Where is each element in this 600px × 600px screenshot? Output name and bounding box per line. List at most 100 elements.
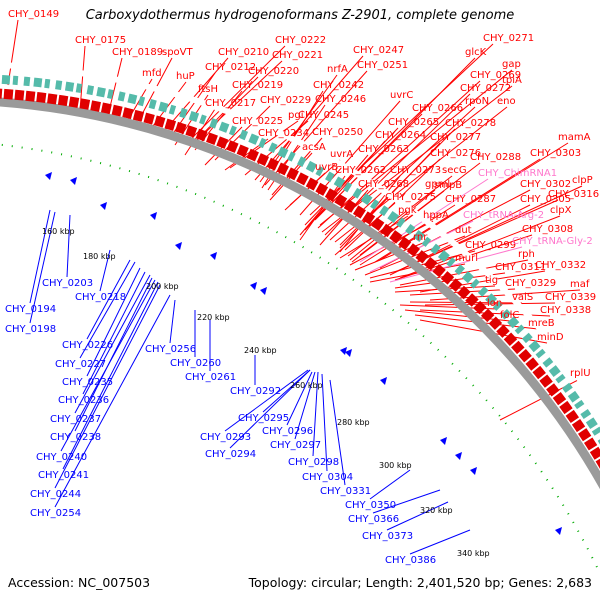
gene-label[interactable]: rph (518, 249, 535, 260)
gene-label[interactable]: uvrA (330, 149, 353, 160)
gene-label[interactable]: CHY_0305 (520, 194, 571, 205)
gene-label[interactable]: clpP (572, 175, 593, 186)
gene-label[interactable]: glcK (465, 47, 487, 58)
gene-label[interactable]: CHY_0225 (232, 116, 283, 127)
gene-label[interactable]: CHY_0296 (262, 426, 313, 437)
gene-label[interactable]: CHY_0250 (312, 127, 363, 138)
gene-label[interactable]: CHY_0245 (298, 110, 349, 121)
gene-label[interactable]: CHY_0149 (8, 9, 59, 20)
gene-label[interactable]: tig (485, 275, 498, 286)
gene-label[interactable]: folC (500, 310, 519, 321)
gene-label[interactable]: CHY_0303 (530, 148, 581, 159)
gene-label[interactable]: CHY_0212 (205, 62, 256, 73)
gene-label[interactable]: CHY_0316 (548, 189, 599, 200)
gene-label[interactable]: CHY_0308 (522, 224, 573, 235)
gene-label[interactable]: CHY_0299 (465, 240, 516, 251)
gene-label[interactable]: CHY_0175 (75, 35, 126, 46)
gene-label[interactable]: rplU (570, 368, 591, 379)
gene-label[interactable]: nrfA (327, 64, 348, 75)
gene-label[interactable]: rpoN (465, 96, 489, 107)
gene-label[interactable]: CHY_0295 (238, 413, 289, 424)
gene-label[interactable]: secG (442, 165, 467, 176)
gene-label[interactable]: CHY_0256 (145, 344, 196, 355)
gene-label[interactable]: CHY_0260 (170, 358, 221, 369)
gene-label[interactable]: CHY_0304 (302, 472, 353, 483)
gene-label[interactable]: maf (570, 279, 590, 290)
gene-label[interactable]: rnr (413, 232, 428, 243)
gene-label[interactable]: smpB (434, 180, 462, 191)
gene-label[interactable]: CHY_0262 (335, 165, 386, 176)
gene-label[interactable]: CHY_0273 (390, 165, 441, 176)
gene-label[interactable]: CHY_0373 (362, 531, 413, 542)
gene-label[interactable]: lon (487, 298, 502, 309)
gene-label[interactable]: CHY_0244 (30, 489, 81, 500)
gene-label[interactable]: gpml (425, 179, 450, 190)
gene-label[interactable]: CHY_0219 (232, 80, 283, 91)
gene-label[interactable]: CHY_0247 (353, 45, 404, 56)
gene-label[interactable]: CHY_0297 (270, 440, 321, 451)
gene-label[interactable]: CHY_0234 (258, 128, 309, 139)
gene-label[interactable]: CHY_0269 (470, 70, 521, 81)
gene-label[interactable]: mfd (142, 68, 162, 79)
gene-label[interactable]: CHY_0264 (375, 130, 426, 141)
gene-label[interactable]: CHY_0350 (345, 500, 396, 511)
gene-label[interactable]: CHY_0246 (315, 94, 366, 105)
gene-label[interactable]: huP (176, 71, 195, 82)
gene-label[interactable]: CHY_0210 (218, 47, 269, 58)
gene-label[interactable]: CHY_0287 (445, 194, 496, 205)
gene-label[interactable]: CHY_0226 (62, 340, 113, 351)
gene-label[interactable]: CHY_0332 (535, 260, 586, 271)
gene-label[interactable]: CHY_0227 (55, 359, 106, 370)
gene-label[interactable]: CHY_0241 (38, 470, 89, 481)
gene-label[interactable]: CHY_0272 (460, 83, 511, 94)
gene-label[interactable]: CHY_0218 (75, 292, 126, 303)
gene-label[interactable]: uvrB (315, 162, 338, 173)
gene-label[interactable]: CHY_0278 (445, 118, 496, 129)
gene-label[interactable]: CHY_0229 (260, 95, 311, 106)
gene-label[interactable]: CHY_0329 (505, 278, 556, 289)
gene-label[interactable]: pgk (398, 205, 417, 216)
gene-label[interactable]: CHY_0240 (36, 452, 87, 463)
gene-label[interactable]: ftsH (198, 84, 218, 95)
gene-label[interactable]: CHY_0238 (50, 432, 101, 443)
gene-label[interactable]: acsA (302, 142, 326, 153)
gene-label[interactable]: uvrC (390, 90, 413, 101)
gene-label[interactable]: CHY_0261 (185, 372, 236, 383)
gene-label[interactable]: CHY_0271 (483, 33, 534, 44)
gene-label[interactable]: CHY_0294 (205, 449, 256, 460)
gene-label[interactable]: CHY_0263 (358, 144, 409, 155)
gene-label[interactable]: murl (455, 253, 478, 264)
gene-label[interactable]: CHY_tRNA-Arg-2 (463, 210, 544, 221)
gene-label[interactable]: CHY_0302 (520, 179, 571, 190)
gene-label[interactable]: mamA (558, 132, 591, 143)
gene-label[interactable]: CHY_0222 (275, 35, 326, 46)
gene-label[interactable]: tpiA (502, 75, 522, 86)
gene-label[interactable]: hppA (423, 210, 449, 221)
gene-label[interactable]: clpX (550, 205, 572, 216)
gene-label[interactable]: eno (497, 96, 516, 107)
gene-label[interactable]: CHY_0236 (58, 395, 109, 406)
gene-label[interactable]: dut (455, 225, 472, 236)
gene-label[interactable]: CHY_0254 (30, 508, 81, 519)
gene-label[interactable]: CHY_0293 (200, 432, 251, 443)
gene-label[interactable]: pgi (288, 110, 303, 121)
gene-label[interactable]: CHY_0288 (470, 152, 521, 163)
gene-label[interactable]: CHY_0292 (230, 386, 281, 397)
gene-label[interactable]: mreB (528, 318, 555, 329)
gene-label[interactable]: CHY_tRNA-Gly-2 (512, 236, 593, 247)
gene-label[interactable]: spoVT (162, 47, 194, 58)
gene-label[interactable]: CHY_0217 (205, 98, 256, 109)
gene-label[interactable]: gap (502, 59, 521, 70)
gene-label[interactable]: CHY_0198 (5, 324, 56, 335)
gene-label[interactable]: CHY_0277 (430, 132, 481, 143)
gene-label[interactable]: CHY_0265 (388, 117, 439, 128)
gene-label[interactable]: CHY_0298 (288, 457, 339, 468)
gene-label[interactable]: CHY_0242 (313, 80, 364, 91)
gene-label[interactable]: CHY_0235 (62, 377, 113, 388)
gene-label[interactable]: CHY_0268 (358, 179, 409, 190)
gene-label[interactable]: minD (537, 332, 564, 343)
gene-label[interactable]: CHY_0189 (112, 47, 163, 58)
gene-label[interactable]: CHY_0237 (50, 414, 101, 425)
gene-label[interactable]: CHY_0339 (545, 292, 596, 303)
gene-label[interactable]: CHY_0275 (385, 192, 436, 203)
